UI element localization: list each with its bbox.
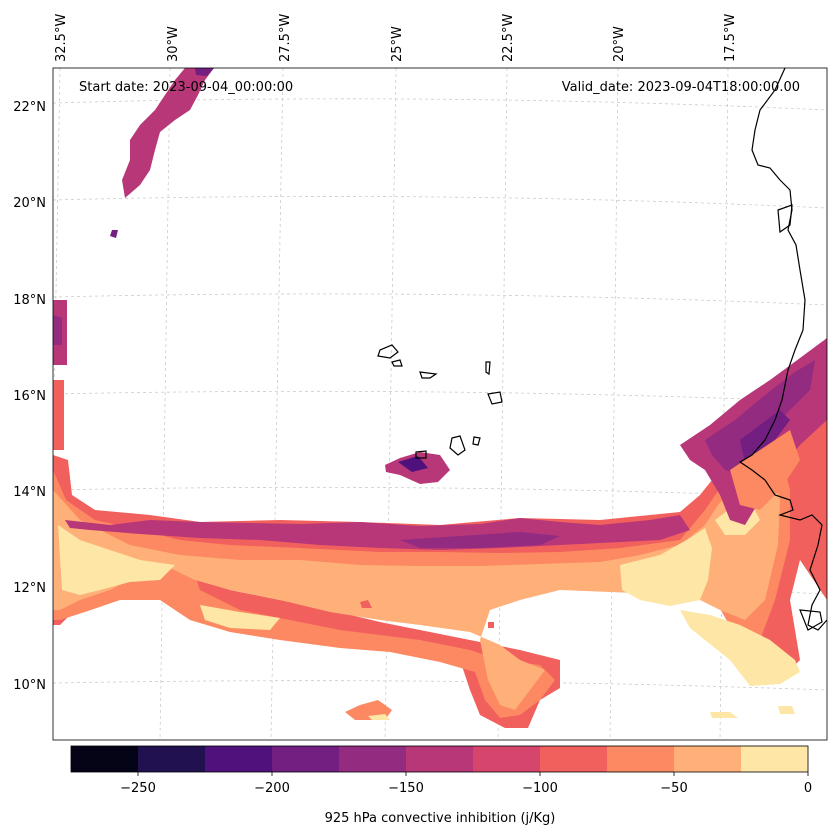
- cin-patch-northwest: [122, 68, 214, 198]
- coastline: [377, 68, 827, 631]
- lon-label: 25°W: [390, 26, 405, 62]
- colorbar-tick-label: −200: [254, 781, 290, 796]
- colorbar-label: 925 hPa convective inhibition (j/Kg): [325, 811, 556, 826]
- colorbar-bin: [674, 746, 742, 772]
- lon-label: 32.5°W: [54, 14, 69, 62]
- colorbar-bin: [339, 746, 407, 772]
- lat-label: 22°N: [13, 100, 46, 115]
- valid-date-label: Valid_date: 2023-09-04T18:00:00.00: [562, 80, 800, 95]
- map-axes-frame: [52, 67, 828, 741]
- colorbar-bin: [205, 746, 273, 772]
- cin-contours: [53, 68, 827, 728]
- lat-label: 12°N: [13, 581, 46, 596]
- colorbar-bin: [406, 746, 474, 772]
- lat-label: 14°N: [13, 485, 46, 500]
- colorbar-tick-label: −250: [120, 781, 156, 796]
- colorbar-frame: [70, 745, 809, 773]
- colorbar-bin: [272, 746, 340, 772]
- colorbar-bin: [473, 746, 541, 772]
- lon-label: 17.5°W: [723, 14, 738, 62]
- lon-label: 22.5°W: [501, 14, 516, 62]
- colorbar-bin: [71, 746, 139, 772]
- colorbar-bin: [741, 746, 809, 772]
- lat-label: 18°N: [13, 293, 46, 308]
- colorbar: [71, 746, 809, 772]
- lat-label: 16°N: [13, 389, 46, 404]
- lon-label: 27.5°W: [278, 14, 293, 62]
- colorbar-ticks: −250 −200 −150 −100 −50 0: [120, 772, 812, 796]
- lat-label: 20°N: [13, 196, 46, 211]
- colorbar-tick-label: −150: [388, 781, 424, 796]
- longitude-labels: 32.5°W 30°W 27.5°W 25°W 22.5°W 20°W 17.5…: [54, 14, 738, 62]
- colorbar-bin: [607, 746, 675, 772]
- colorbar-tick-label: −50: [660, 781, 687, 796]
- colorbar-bin: [540, 746, 608, 772]
- lon-label: 30°W: [166, 26, 181, 62]
- latitude-labels: 22°N 20°N 18°N 16°N 14°N 12°N 10°N: [13, 100, 46, 693]
- colorbar-bin: [138, 746, 206, 772]
- lon-label: 20°W: [612, 26, 627, 62]
- colorbar-tick-label: −100: [522, 781, 558, 796]
- lat-label: 10°N: [13, 678, 46, 693]
- start-date-label: Start date: 2023-09-04_00:00:00: [79, 80, 293, 95]
- colorbar-tick-label: 0: [804, 781, 812, 796]
